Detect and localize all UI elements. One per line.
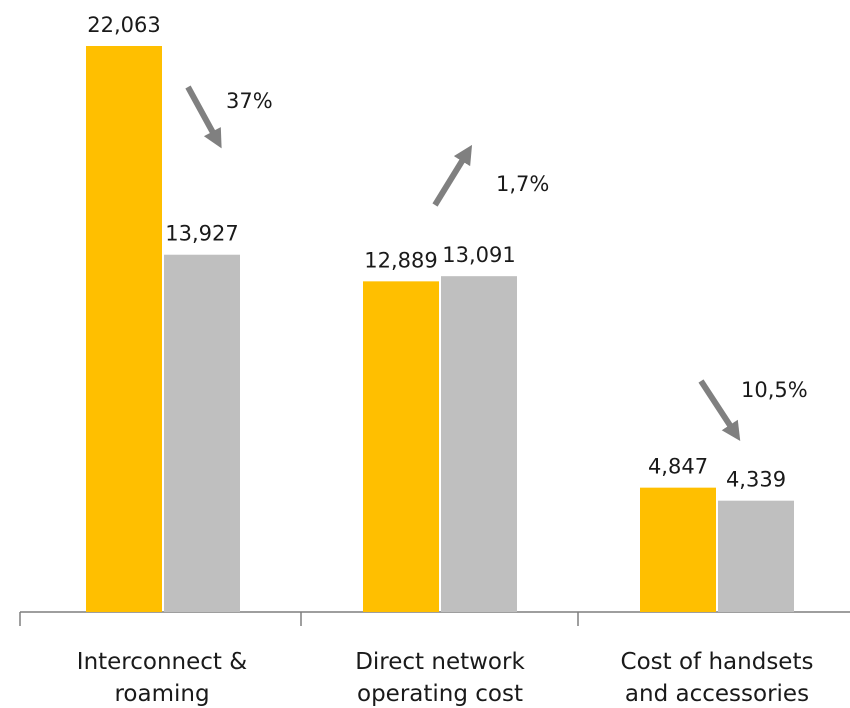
data-labels: 22,063 12,889 4,847 13,927 13,091 4,339 bbox=[87, 13, 786, 492]
change-label-0: 37% bbox=[226, 89, 273, 113]
data-label-series-1-0: 22,063 bbox=[87, 13, 160, 37]
category-label-1-line-1: Direct network bbox=[355, 649, 525, 675]
bars bbox=[86, 46, 794, 612]
change-arrows: 37% 1,7% 10,5% bbox=[185, 85, 808, 442]
change-label-1: 1,7% bbox=[496, 172, 549, 196]
data-label-series-1-1: 12,889 bbox=[364, 248, 437, 272]
category-label-0-line-2: roaming bbox=[114, 681, 209, 707]
bar-series-1-2 bbox=[640, 487, 716, 612]
category-label-0-line-1: Interconnect & bbox=[77, 649, 247, 675]
arrow-down-icon bbox=[698, 379, 741, 442]
arrow-up-icon bbox=[432, 144, 473, 207]
category-label-2-line-1: Cost of handsets bbox=[621, 649, 814, 675]
x-axis bbox=[19, 611, 850, 626]
bar-series-1-0 bbox=[86, 46, 162, 612]
category-label-1-line-2: operating cost bbox=[357, 681, 523, 707]
category-label-2-line-2: and accessories bbox=[625, 681, 809, 707]
bar-series-2-1 bbox=[441, 276, 517, 612]
category-labels: Interconnect & roaming Direct network opera… bbox=[77, 649, 814, 707]
bar-series-2-0 bbox=[164, 254, 240, 612]
data-label-series-2-0: 13,927 bbox=[165, 222, 238, 246]
data-label-series-1-2: 4,847 bbox=[648, 455, 708, 479]
change-label-2: 10,5% bbox=[741, 378, 808, 402]
arrow-down-icon bbox=[185, 85, 222, 149]
bar-series-2-2 bbox=[718, 500, 794, 612]
data-label-series-2-2: 4,339 bbox=[726, 468, 786, 492]
data-label-series-2-1: 13,091 bbox=[442, 243, 515, 267]
bar-series-1-1 bbox=[363, 281, 439, 612]
